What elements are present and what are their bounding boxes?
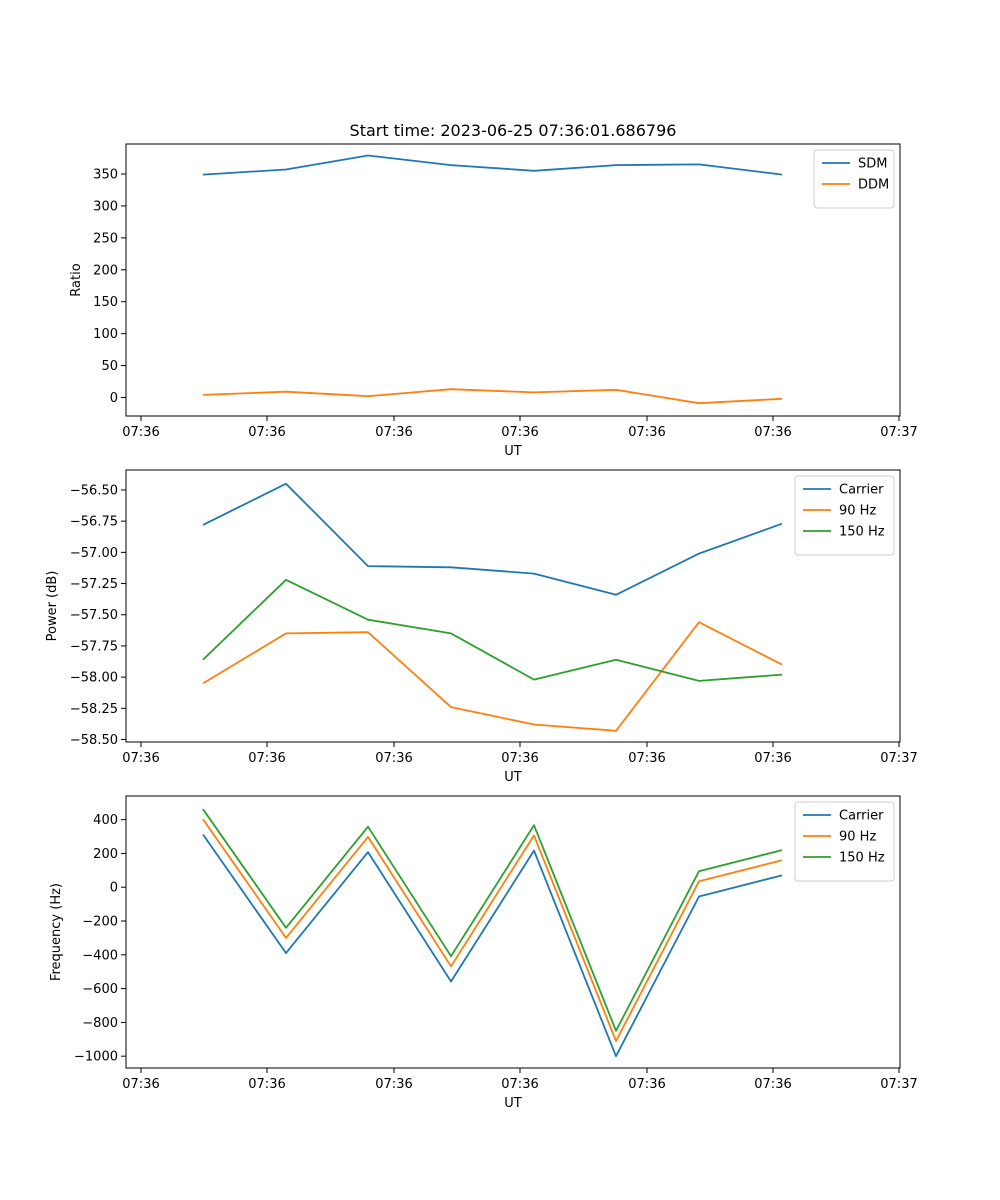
series-line-90-hz	[202, 818, 783, 1042]
legend: Carrier 90 Hz 150 Hz	[794, 801, 895, 882]
legend-label: 150 Hz	[839, 851, 885, 866]
x-tick-label: 07:36	[501, 751, 538, 766]
y-tick-label: 300	[93, 199, 118, 214]
series-line-sdm	[202, 154, 783, 176]
legend-label: Carrier	[839, 809, 884, 824]
x-tick-label: 07:36	[248, 751, 285, 766]
x-tick-label: 07:37	[880, 751, 917, 766]
legend-label: Carrier	[839, 483, 884, 498]
y-tick-label: 0	[110, 391, 118, 406]
series-line-ddm	[202, 388, 783, 405]
x-tick-label: 07:36	[248, 425, 285, 440]
y-tick-label: −56.75	[70, 515, 118, 530]
y-tick-label: −57.25	[70, 577, 118, 592]
y-tick-label: −200	[82, 915, 118, 930]
chart-panel-3: 07:36 07:36 07:36 07:36 07:36 07:36 07:37 400 20…	[49, 795, 918, 1111]
y-tick-label: −58.00	[70, 671, 118, 686]
x-tick-label: 07:36	[122, 425, 159, 440]
y-axis-label: Ratio	[69, 263, 84, 296]
y-tick-label: −57.00	[70, 546, 118, 561]
series-line-carrier	[202, 482, 783, 596]
y-tick-label: 200	[93, 263, 118, 278]
y-axis-label: Frequency (Hz)	[49, 883, 64, 981]
y-tick-label: 0	[110, 881, 118, 896]
x-tick-label: 07:36	[754, 425, 791, 440]
y-tick-label: −58.25	[70, 702, 118, 717]
y-tick-label: −400	[82, 948, 118, 963]
series-line-carrier	[202, 833, 783, 1058]
x-tick-label: 07:36	[375, 751, 412, 766]
y-tick-label: −800	[82, 1016, 118, 1031]
x-tick-label: 07:36	[754, 1077, 791, 1092]
x-axis-label: UT	[504, 770, 522, 785]
x-tick-label: 07:36	[501, 425, 538, 440]
y-tick-label: 100	[93, 327, 118, 342]
legend: Carrier 90 Hz 150 Hz	[794, 475, 895, 556]
legend-label: 150 Hz	[839, 525, 885, 540]
plot-frame	[125, 469, 901, 743]
plot-frame	[125, 795, 901, 1069]
legend-box	[813, 149, 895, 209]
y-tick-label: −58.50	[70, 733, 118, 748]
x-axis-label: UT	[504, 444, 522, 459]
legend-label: 90 Hz	[839, 504, 876, 519]
chart-title: Start time: 2023-06-25 07:36:01.686796	[350, 121, 677, 140]
legend-label: SDM	[858, 157, 887, 172]
legend: SDM DDM	[813, 149, 895, 209]
y-tick-label: 400	[93, 813, 118, 828]
x-tick-label: 07:36	[628, 751, 665, 766]
legend-box	[794, 801, 895, 882]
x-tick-label: 07:36	[375, 425, 412, 440]
y-tick-label: 350	[93, 168, 118, 183]
y-tick-label: 50	[101, 359, 118, 374]
y-tick-label: 200	[93, 847, 118, 862]
y-tick-label: 150	[93, 295, 118, 310]
legend-label: 90 Hz	[839, 830, 876, 845]
x-tick-label: 07:36	[122, 1077, 159, 1092]
y-tick-label: 250	[93, 231, 118, 246]
series-line-150-hz	[202, 808, 783, 1032]
x-axis-label: UT	[504, 1096, 522, 1111]
y-tick-label: −57.50	[70, 608, 118, 623]
x-tick-label: 07:36	[248, 1077, 285, 1092]
series-line-90-hz	[202, 621, 783, 732]
chart-panel-1: Start time: 2023-06-25 07:36:01.686796 07…	[69, 121, 918, 459]
y-tick-label: −57.75	[70, 639, 118, 654]
chart-panel-2: 07:36 07:36 07:36 07:36 07:36 07:36 07:37 −56.5…	[45, 469, 918, 785]
x-tick-label: 07:36	[628, 1077, 665, 1092]
x-tick-label: 07:36	[122, 751, 159, 766]
x-tick-label: 07:36	[375, 1077, 412, 1092]
x-tick-label: 07:37	[880, 1077, 917, 1092]
series-line-150-hz	[202, 578, 783, 682]
x-tick-label: 07:37	[880, 425, 917, 440]
x-tick-label: 07:36	[628, 425, 665, 440]
legend-label: DDM	[858, 178, 889, 193]
y-tick-label: −600	[82, 982, 118, 997]
y-tick-label: −1000	[74, 1050, 118, 1065]
y-axis-label: Power (dB)	[45, 571, 60, 642]
legend-box	[794, 475, 895, 556]
plot-frame	[125, 143, 901, 417]
x-tick-label: 07:36	[501, 1077, 538, 1092]
x-tick-label: 07:36	[754, 751, 791, 766]
y-tick-label: −56.50	[70, 483, 118, 498]
